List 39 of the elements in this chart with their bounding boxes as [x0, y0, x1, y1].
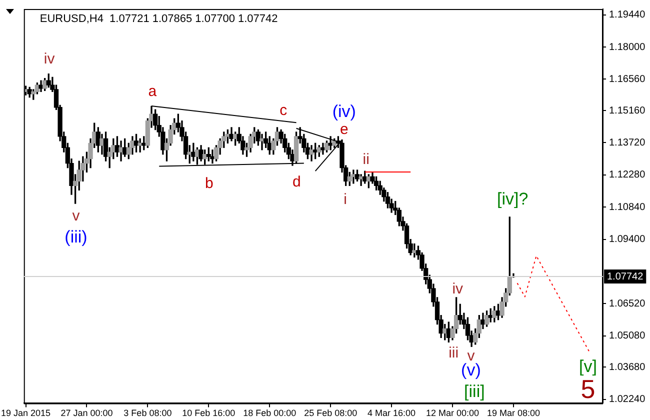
x-tick-label: 4 Mar 16:00 [368, 408, 416, 418]
annotation: iv [44, 50, 56, 68]
x-tick-label: 27 Jan 00:00 [60, 408, 113, 418]
annotation: d [292, 174, 301, 191]
x-tick-label: 3 Feb 08:00 [124, 408, 172, 418]
y-tick-label: 1.13720 [609, 137, 646, 148]
y-tick-label: 1.12280 [609, 170, 646, 181]
y-tick-label: 1.09400 [609, 234, 646, 246]
x-tick-label: 19 Mar 08:00 [486, 408, 540, 418]
y-tick-label: 1.10840 [609, 202, 646, 213]
x-tick-label: 12 Mar 00:00 [426, 408, 480, 418]
annotation: a [148, 82, 158, 100]
x-tick-label: 25 Feb 08:00 [304, 408, 358, 418]
y-tick-label: 1.18000 [609, 42, 646, 53]
annotation: e [340, 120, 348, 138]
y-tick-label: 1.19440 [609, 10, 646, 21]
annotation: [v] [578, 357, 597, 376]
chart-title: EURUSD,H4 1.07721 1.07865 1.07700 1.07742 [40, 13, 278, 26]
y-tick-label: 1.05080 [609, 330, 646, 342]
x-tick-label: 19 Jan 2015 [1, 408, 51, 418]
y-tick-label: 1.02240 [609, 394, 646, 406]
annotation: [iv]? [497, 189, 528, 208]
annotation: (iii) [64, 227, 88, 246]
annotation: ii [362, 151, 370, 168]
y-tick-label: 1.03680 [609, 362, 646, 373]
annotation: c [280, 102, 288, 120]
y-tick-label: 1.06520 [609, 298, 646, 310]
ref-line-label: 1.07742 [607, 271, 644, 282]
x-tick-label: 18 Feb 00:00 [243, 408, 296, 418]
y-tick-label: 1.15160 [609, 105, 646, 116]
annotation: v [72, 207, 80, 224]
annotation: iv [452, 280, 464, 298]
annotation: i [344, 190, 347, 208]
annotation: (iv) [332, 102, 356, 121]
annotation: [iii] [464, 382, 485, 402]
x-tick-label: 10 Feb 16:00 [182, 408, 236, 418]
annotation: iii [448, 344, 459, 362]
y-tick-label: 1.16560 [609, 74, 646, 85]
annotation: b [205, 175, 214, 192]
